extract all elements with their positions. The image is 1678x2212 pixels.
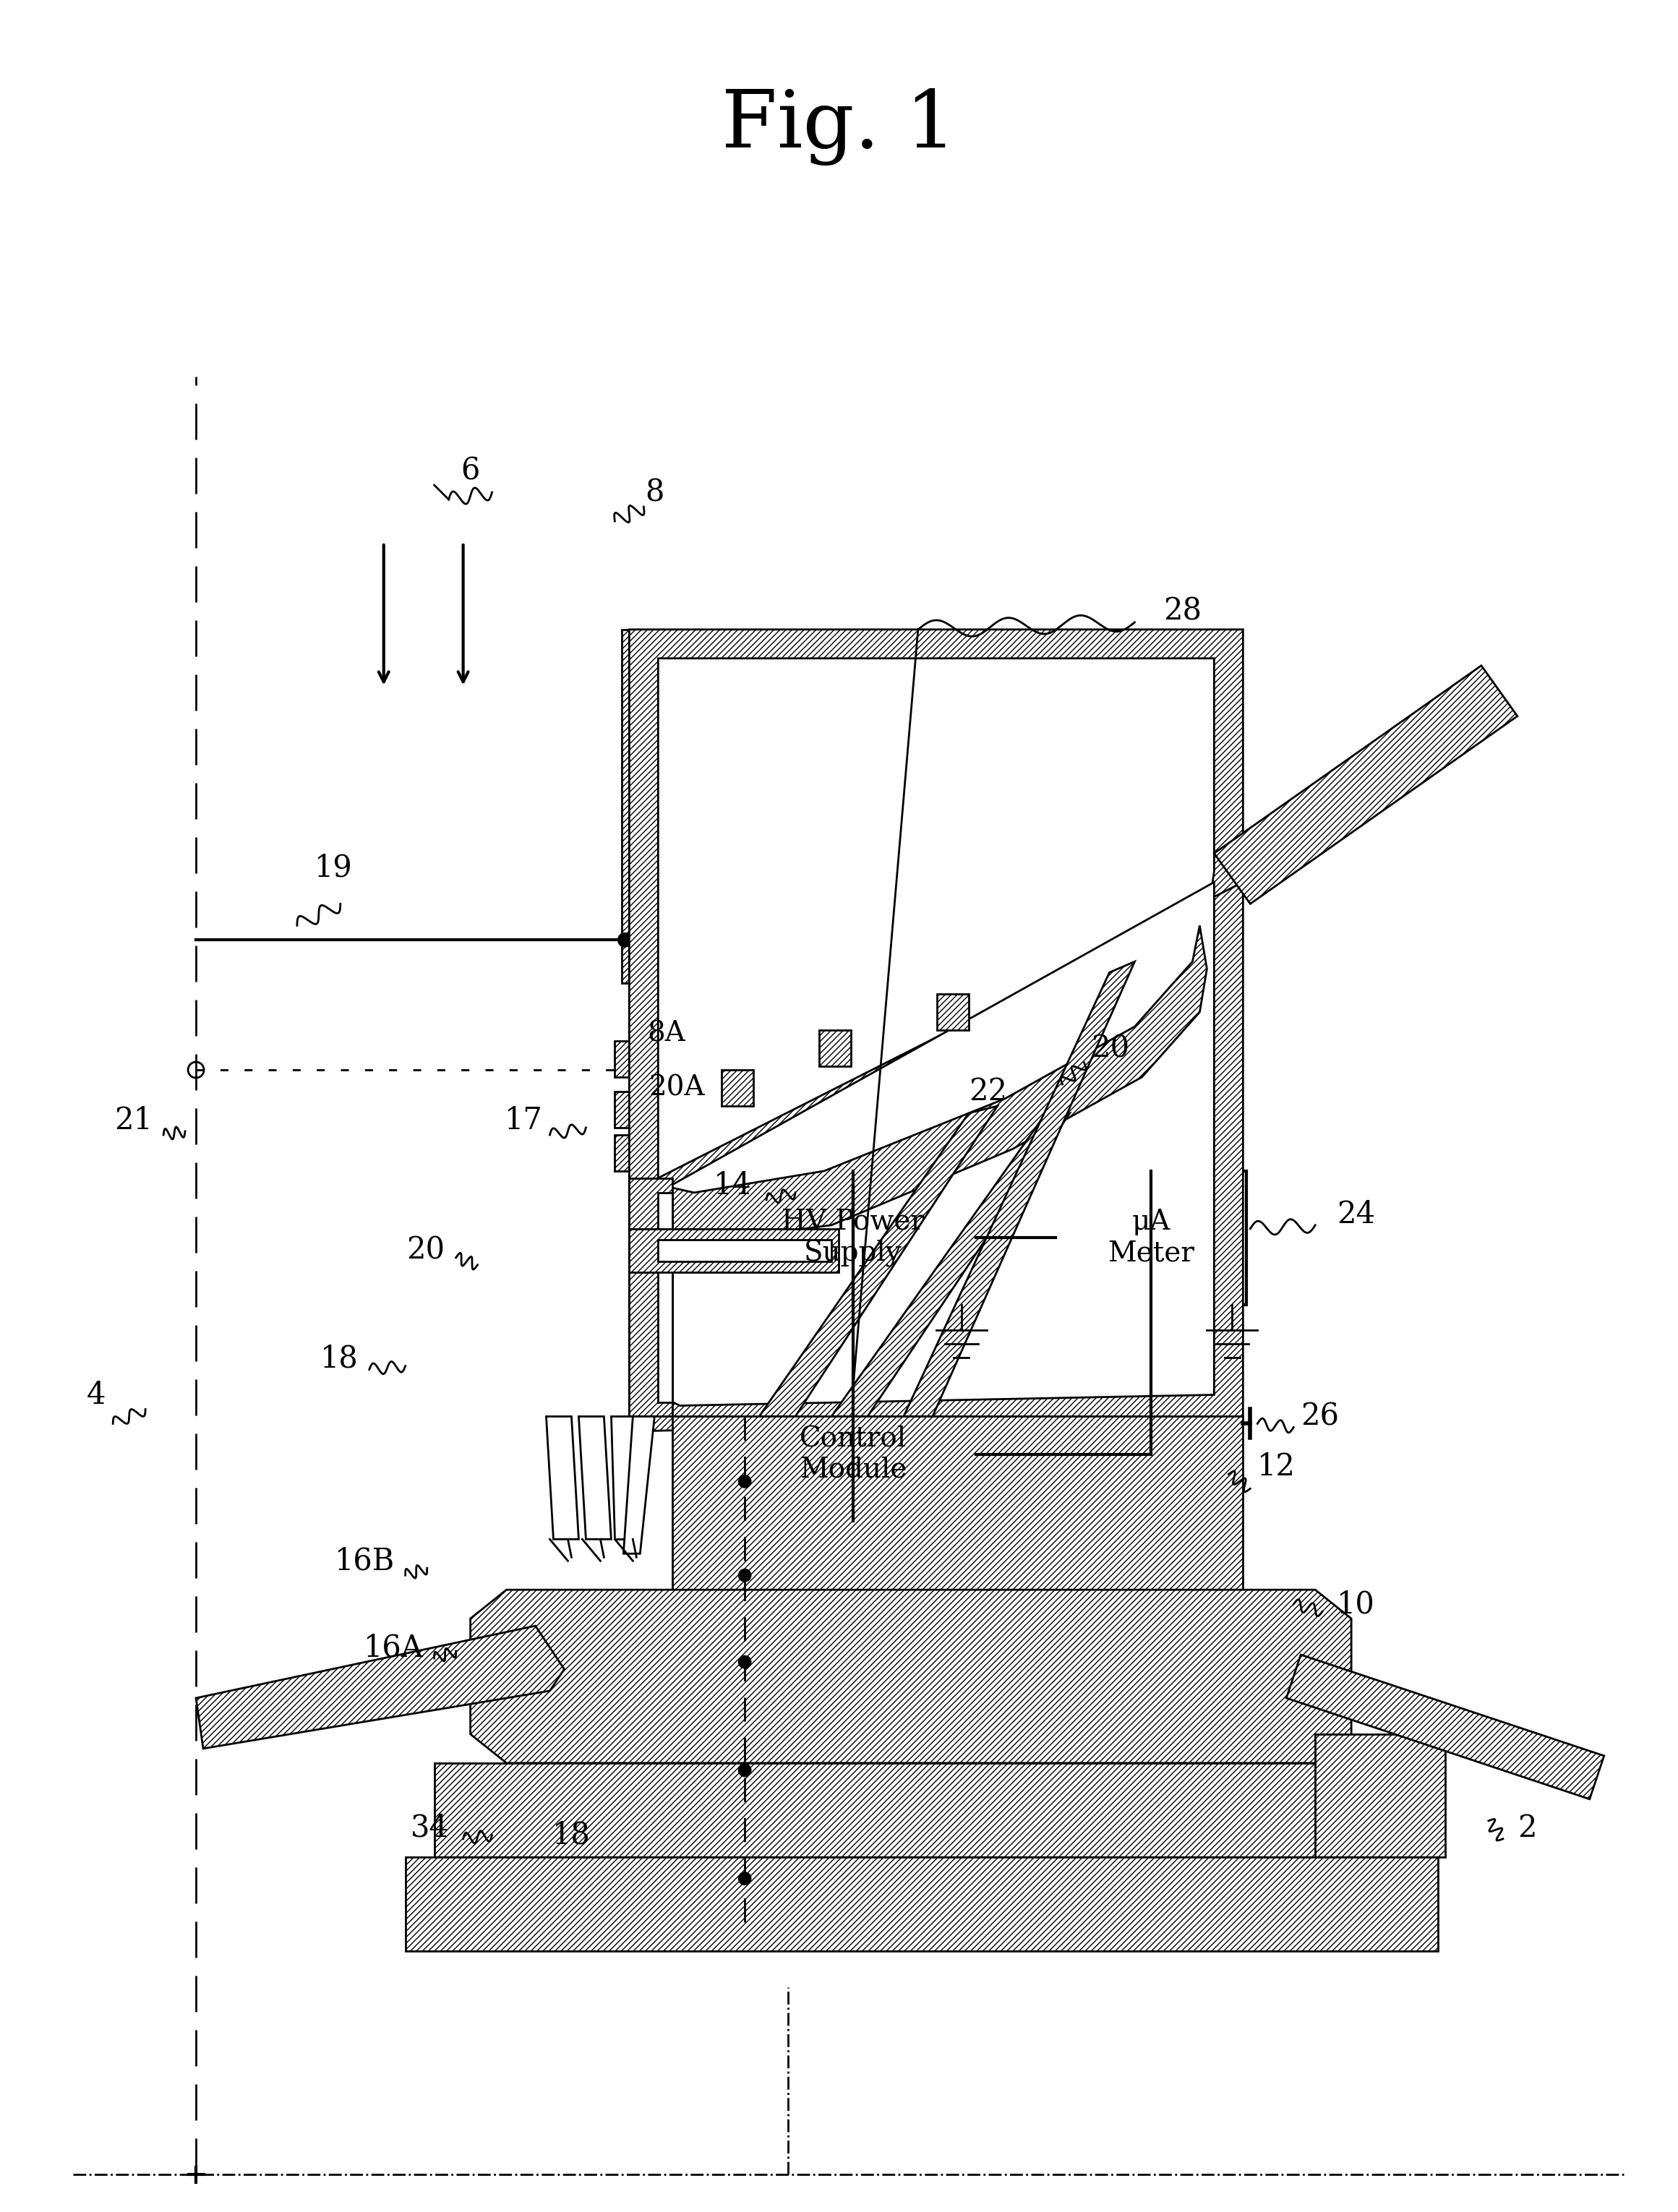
Polygon shape <box>658 659 1215 1221</box>
Polygon shape <box>1215 666 1517 905</box>
Bar <box>936 993 968 1031</box>
Text: 8: 8 <box>644 478 664 507</box>
Bar <box>730 1387 977 1522</box>
Text: 17: 17 <box>505 1106 542 1135</box>
Polygon shape <box>545 1416 579 1540</box>
Polygon shape <box>435 1763 1373 1856</box>
Text: 10: 10 <box>1337 1588 1374 1619</box>
Polygon shape <box>1316 1734 1445 1856</box>
Text: 22: 22 <box>968 1077 1007 1106</box>
Bar <box>614 1135 673 1170</box>
Polygon shape <box>629 883 1243 1431</box>
Text: 20: 20 <box>406 1234 445 1265</box>
Circle shape <box>738 1657 750 1668</box>
Text: Control
Module: Control Module <box>799 1425 906 1484</box>
Text: 8A: 8A <box>648 1020 685 1046</box>
Polygon shape <box>611 1416 633 1540</box>
Circle shape <box>738 1475 750 1486</box>
Polygon shape <box>624 1416 654 1553</box>
Text: 20: 20 <box>1091 1033 1129 1064</box>
Polygon shape <box>470 1590 1351 1763</box>
Polygon shape <box>904 962 1134 1416</box>
Text: 18: 18 <box>320 1343 359 1374</box>
Circle shape <box>738 1571 750 1582</box>
Text: 2: 2 <box>1517 1814 1537 1843</box>
Circle shape <box>738 1765 750 1776</box>
Text: 28: 28 <box>1163 597 1201 626</box>
Text: HV Power
Supply: HV Power Supply <box>782 1208 925 1267</box>
Bar <box>819 1031 851 1066</box>
Polygon shape <box>658 883 1215 1405</box>
Circle shape <box>618 1064 629 1075</box>
Polygon shape <box>579 1416 611 1540</box>
Polygon shape <box>629 925 1206 1243</box>
Text: Fig. 1: Fig. 1 <box>722 88 956 166</box>
Bar <box>722 1071 753 1106</box>
Text: 20A: 20A <box>649 1075 705 1102</box>
Polygon shape <box>658 1239 831 1261</box>
Polygon shape <box>831 1113 1069 1416</box>
Bar <box>730 1170 977 1305</box>
Text: 6: 6 <box>461 456 480 487</box>
Text: 16A: 16A <box>364 1632 423 1663</box>
Text: 19: 19 <box>314 852 352 883</box>
Bar <box>614 1042 673 1077</box>
Text: 4: 4 <box>87 1380 106 1409</box>
Text: 16B: 16B <box>334 1546 394 1575</box>
Circle shape <box>619 933 631 947</box>
Polygon shape <box>406 1856 1438 1951</box>
Text: 34: 34 <box>411 1814 448 1843</box>
Text: 26: 26 <box>1300 1400 1339 1431</box>
Text: 18: 18 <box>552 1820 591 1851</box>
Polygon shape <box>658 1192 673 1402</box>
Polygon shape <box>758 1106 997 1416</box>
Text: 14: 14 <box>713 1170 752 1201</box>
Polygon shape <box>196 1626 564 1750</box>
Text: μA
Meter: μA Meter <box>1107 1210 1195 1267</box>
Text: 21: 21 <box>114 1106 153 1135</box>
Polygon shape <box>629 630 1243 1243</box>
Polygon shape <box>629 1228 839 1272</box>
Bar <box>623 630 670 984</box>
Text: 12: 12 <box>1257 1451 1295 1482</box>
Polygon shape <box>629 1179 673 1416</box>
Polygon shape <box>673 1416 1243 1590</box>
Text: 24: 24 <box>1337 1199 1376 1230</box>
Circle shape <box>738 1874 750 1885</box>
Bar <box>614 1091 673 1128</box>
Polygon shape <box>1287 1655 1604 1798</box>
Bar <box>1055 1170 1247 1305</box>
